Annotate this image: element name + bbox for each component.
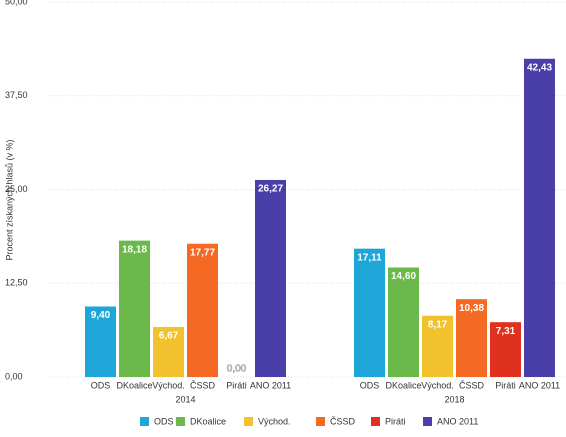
value-label: 8,17 — [428, 319, 448, 330]
value-label: 7,31 — [496, 326, 516, 337]
value-label: 18,18 — [122, 244, 147, 255]
x-sub-label: ANO 2011 — [519, 380, 560, 390]
value-label: 9,40 — [91, 310, 111, 321]
x-sub-label: DKoalice — [385, 380, 421, 390]
x-tick-label: 2014 — [175, 394, 195, 404]
bar — [119, 240, 150, 377]
bar — [85, 306, 116, 377]
x-sub-label: ODS — [91, 380, 111, 390]
legend-swatch — [244, 417, 253, 426]
value-label: 17,77 — [190, 247, 215, 258]
y-tick-label: 37,50 — [5, 90, 28, 100]
bar — [255, 179, 286, 377]
x-sub-label: Východ. — [421, 380, 454, 390]
value-label: 0,00 — [227, 364, 247, 375]
y-axis-label: Procent získaných hlasů (v %) — [4, 139, 14, 260]
y-tick-label: 0,00 — [5, 371, 23, 381]
bar — [153, 326, 184, 377]
y-tick-label: 25,00 — [5, 184, 28, 194]
value-label: 14,60 — [391, 271, 416, 282]
legend-label: ANO 2011 — [437, 416, 478, 426]
legend-label: Piráti — [385, 416, 406, 426]
legend-swatch — [371, 417, 380, 426]
x-sub-label: ČSSD — [459, 380, 485, 390]
y-tick-label: 50,00 — [5, 0, 28, 6]
x-sub-label: ČSSD — [190, 380, 216, 390]
bar — [187, 243, 218, 377]
legend-label: DKoalice — [190, 416, 226, 426]
value-label: 6,67 — [159, 331, 179, 342]
legend-swatch — [140, 417, 149, 426]
bar — [354, 248, 385, 377]
x-sub-label: Východ. — [152, 380, 185, 390]
x-sub-label: Piráti — [495, 380, 516, 390]
x-sub-label: ODS — [360, 380, 380, 390]
value-label: 17,11 — [357, 252, 382, 263]
legend-label: ČSSD — [330, 416, 356, 426]
x-sub-label: DKoalice — [116, 380, 152, 390]
bar — [490, 322, 521, 377]
bar — [524, 58, 555, 378]
legend-swatch — [316, 417, 325, 426]
legend-label: Východ. — [258, 416, 291, 426]
value-label: 42,43 — [527, 62, 552, 73]
legend-swatch — [423, 417, 432, 426]
value-label: 26,27 — [258, 184, 283, 195]
value-label: 10,38 — [459, 303, 484, 314]
bar — [388, 267, 419, 377]
x-sub-label: Piráti — [226, 380, 247, 390]
y-tick-label: 12,50 — [5, 278, 28, 288]
bar — [456, 299, 487, 377]
x-sub-label: ANO 2011 — [250, 380, 291, 390]
bar — [422, 315, 453, 377]
legend-label: ODS — [154, 416, 174, 426]
legend-swatch — [176, 417, 185, 426]
x-tick-label: 2018 — [444, 394, 464, 404]
